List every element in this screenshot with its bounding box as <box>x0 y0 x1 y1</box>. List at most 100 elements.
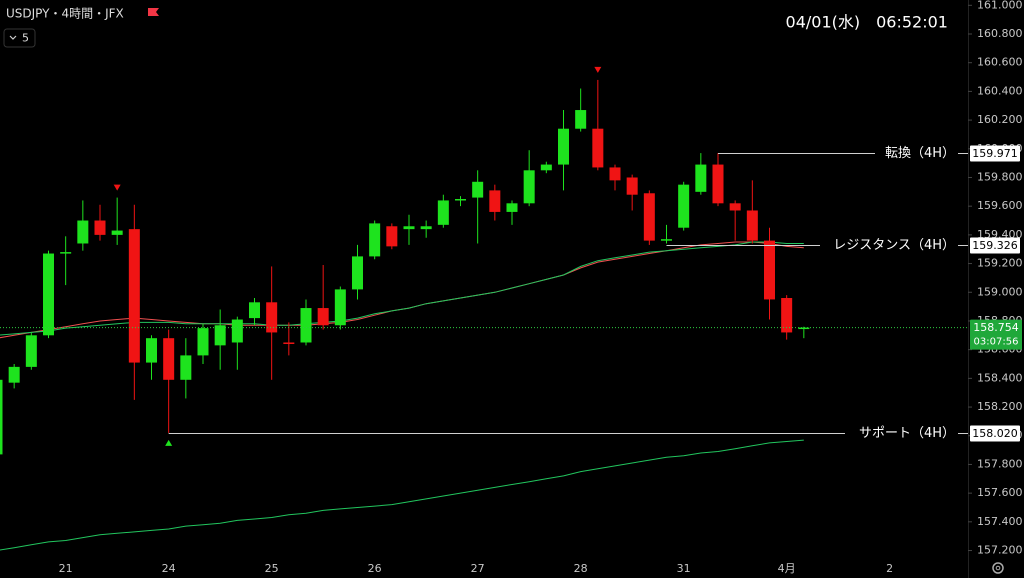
candle-body <box>540 164 552 171</box>
flag-icon[interactable] <box>148 8 159 16</box>
interval-label: 5 <box>22 32 29 45</box>
candle-body <box>0 379 3 455</box>
candle-body <box>60 252 72 254</box>
candle-body <box>558 128 569 165</box>
price-tag-label: 158.020 <box>972 427 1018 440</box>
gear-hub <box>995 565 1001 571</box>
y-tick-label: 160.200 <box>977 113 1023 126</box>
candle-body <box>472 181 484 198</box>
plot-area <box>0 66 810 551</box>
y-tick-label: 157.400 <box>977 515 1023 528</box>
candle-body <box>575 110 587 129</box>
candle-body <box>609 167 621 181</box>
price-tag <box>970 145 1020 162</box>
price-tag-label: 159.971 <box>972 147 1018 160</box>
y-tick-label: 161.000 <box>977 0 1023 11</box>
countdown: 03:07:56 <box>974 337 1019 348</box>
candle-body <box>781 298 793 333</box>
candle-body <box>283 342 295 344</box>
y-tick-label: 159.800 <box>977 170 1023 183</box>
candle-body <box>231 319 243 343</box>
candle-body <box>163 338 175 380</box>
extreme-marker <box>594 66 602 73</box>
candle-body <box>798 327 810 330</box>
candle-body <box>25 335 37 367</box>
candle-body <box>386 226 398 247</box>
candle-body <box>420 226 432 230</box>
interval-button[interactable] <box>3 28 36 48</box>
candle-body <box>729 203 741 211</box>
candle-body <box>489 190 501 212</box>
candle-body <box>661 239 672 241</box>
x-tick-label: 2 <box>886 562 893 575</box>
y-tick-label: 158.200 <box>977 400 1023 413</box>
candle-body <box>146 338 157 363</box>
level-label: 転換（4H） <box>885 146 955 161</box>
candle-body <box>8 366 20 383</box>
chevron-icon <box>9 35 17 40</box>
level-label: サポート（4H） <box>859 426 955 441</box>
candle-body <box>334 289 346 326</box>
datetime: 04/01(水) 06:52:01 <box>786 13 948 32</box>
price-tag <box>970 237 1020 254</box>
y-tick-label: 159.000 <box>977 285 1023 298</box>
moving-average-line <box>0 439 804 551</box>
y-tick-label: 160.600 <box>977 56 1023 69</box>
x-tick-label: 25 <box>265 562 279 575</box>
candle-body <box>746 210 758 241</box>
candle-body <box>369 223 381 257</box>
candle-body <box>403 226 415 230</box>
last-price-tag <box>970 319 1022 350</box>
y-tick-label: 157.600 <box>977 486 1023 499</box>
y-tick-label: 160.400 <box>977 84 1023 97</box>
candle-body <box>43 253 54 336</box>
y-tick-label: 159.600 <box>977 199 1023 212</box>
candle-body <box>111 230 123 235</box>
symbol-title: USDJPY・4時間・JFX <box>6 7 124 21</box>
x-tick-label: 26 <box>368 562 382 575</box>
candle-body <box>764 240 775 300</box>
candle-body <box>214 325 226 346</box>
price-tag <box>970 425 1020 442</box>
x-tick-label: 31 <box>677 562 691 575</box>
x-tick-label: 27 <box>471 562 485 575</box>
x-tick-label: 4月 <box>778 562 796 575</box>
candle-body <box>94 220 106 235</box>
candle-body <box>352 256 363 290</box>
candle-body <box>266 302 278 333</box>
candle-body <box>678 184 690 228</box>
candle-body <box>712 164 724 204</box>
candle-body <box>506 203 518 212</box>
candle-body <box>455 199 466 201</box>
candle-body <box>626 177 638 195</box>
candle-body <box>523 170 535 204</box>
candle-body <box>249 302 260 319</box>
x-tick-label: 21 <box>59 562 73 575</box>
candle-body <box>317 308 329 326</box>
y-tick-label: 159.200 <box>977 257 1023 270</box>
y-tick-label: 157.800 <box>977 457 1023 470</box>
y-tick-label: 160.800 <box>977 27 1023 40</box>
settings-icon[interactable] <box>992 562 1004 574</box>
candle-body <box>128 229 140 363</box>
price-tag-label: 159.326 <box>972 239 1018 252</box>
candle-body <box>643 193 655 241</box>
candle-body <box>77 220 89 244</box>
candle-body <box>695 164 707 192</box>
candle-body <box>437 200 449 225</box>
last-price-label: 158.754 <box>973 321 1019 334</box>
x-tick-label: 28 <box>574 562 588 575</box>
x-tick-label: 24 <box>162 562 176 575</box>
y-tick-label: 157.200 <box>977 544 1023 557</box>
gear-ring <box>992 562 1004 574</box>
candle-body <box>592 128 604 168</box>
level-label: レジスタンス（4H） <box>833 238 955 253</box>
extreme-marker <box>165 439 173 446</box>
candle-body <box>300 308 312 343</box>
y-tick-label: 158.400 <box>977 371 1023 384</box>
extreme-marker <box>113 184 121 191</box>
candle-body <box>197 328 209 356</box>
